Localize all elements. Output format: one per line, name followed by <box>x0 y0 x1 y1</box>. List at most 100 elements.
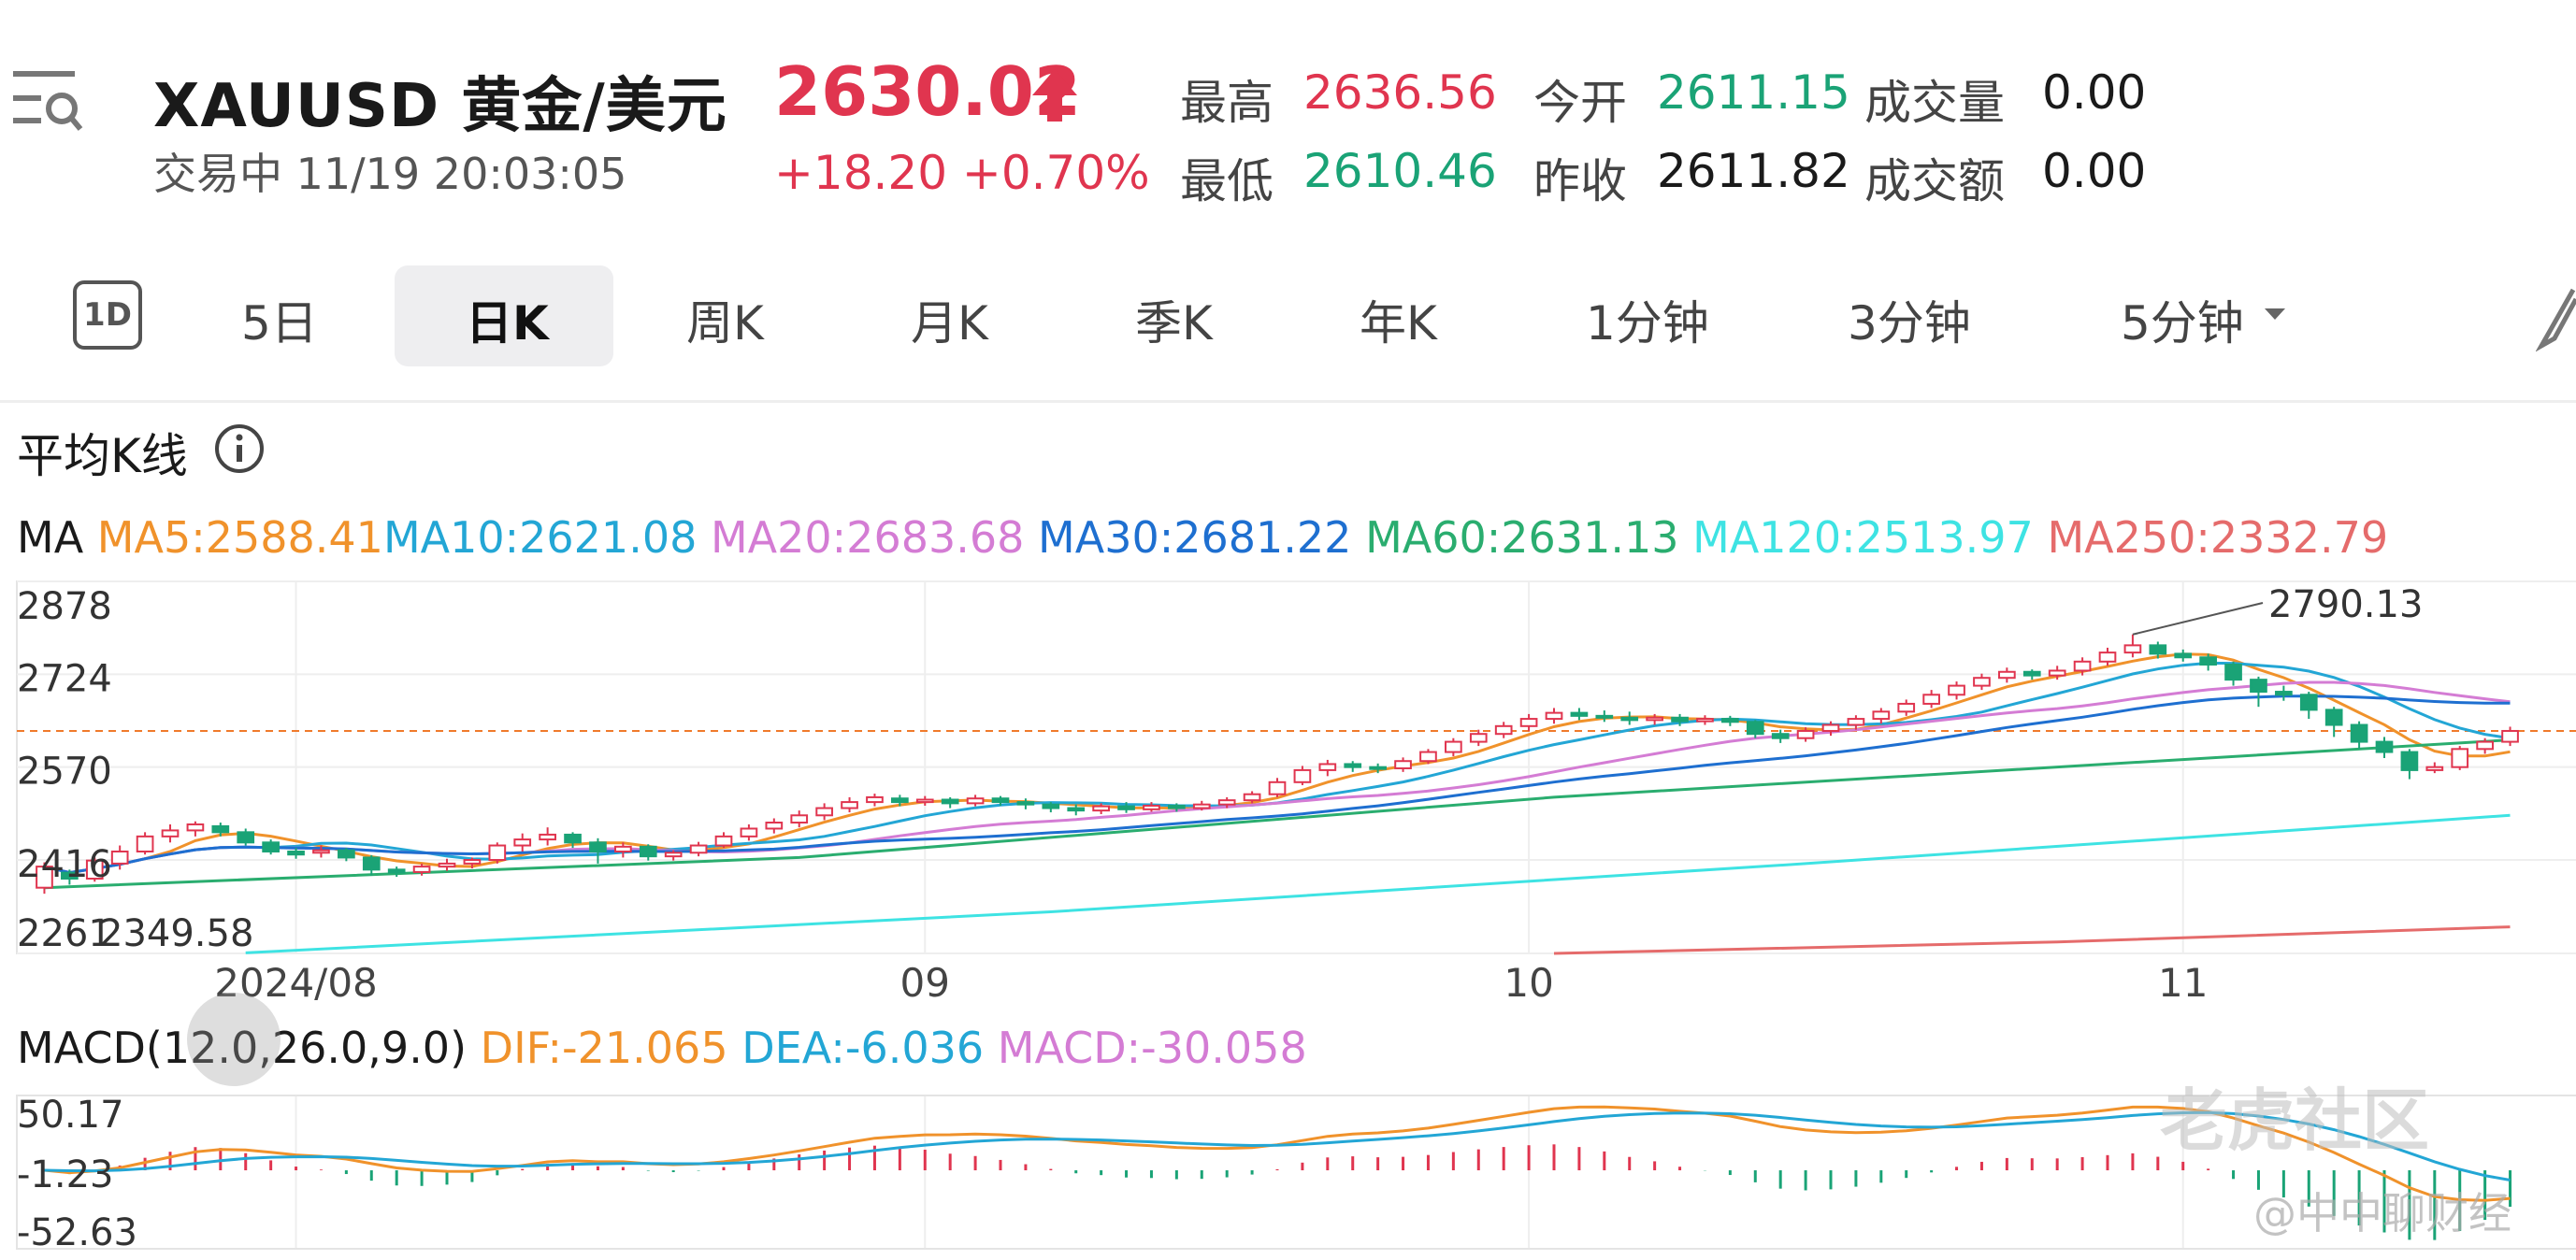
arrow-up-icon <box>1032 69 1077 122</box>
price-tick-label: 2261 <box>17 912 112 955</box>
candle <box>438 858 456 871</box>
candle <box>1872 708 1891 724</box>
open-value: 2611.15 <box>1657 65 1850 120</box>
candle-body <box>186 823 205 832</box>
candle-body <box>1973 677 1991 687</box>
tab-daily-k[interactable]: 日K <box>466 296 549 351</box>
tab-5day[interactable]: 5日 <box>241 296 318 351</box>
candle <box>1143 802 1160 812</box>
candle <box>765 818 784 834</box>
open-label: 今开 <box>1533 76 1627 130</box>
candle <box>36 862 53 895</box>
macd-tick-label: -1.23 <box>17 1153 114 1196</box>
caret-down-icon[interactable] <box>2263 305 2287 323</box>
tab-1d[interactable]: 1D <box>73 280 142 350</box>
dif-legend: DIF:-21.065 <box>480 1023 728 1073</box>
tab-1min[interactable]: 1分钟 <box>1586 296 1709 351</box>
tab-5min[interactable]: 5分钟 <box>2121 296 2244 351</box>
candle <box>412 863 431 876</box>
candle-body <box>2199 656 2217 666</box>
tab-quarterly-k[interactable]: 季K <box>1135 296 1213 351</box>
candle <box>1595 710 1614 723</box>
candle <box>1721 715 1739 726</box>
candle <box>287 848 305 859</box>
candle-body <box>262 841 280 852</box>
candle-body <box>1746 721 1764 736</box>
candle <box>1847 715 1865 730</box>
ma30-legend: MA30:2681.22 <box>1038 512 1352 563</box>
candle <box>1821 721 1840 737</box>
ma5-legend: MA5:2588.41 <box>96 512 383 563</box>
tab-yearly-k[interactable]: 年K <box>1360 296 1437 351</box>
candle <box>2400 749 2419 780</box>
macd-legend-prefix: MACD(12.0,26.0,9.0) <box>17 1023 468 1073</box>
candle-body <box>2224 664 2242 681</box>
candle <box>1746 720 1764 738</box>
candle <box>2022 669 2041 680</box>
candle-body <box>891 797 909 804</box>
candle <box>915 795 934 806</box>
dif-line <box>44 1105 2511 1202</box>
candle <box>2476 737 2494 754</box>
candle <box>1217 796 1236 809</box>
macd-tick-label: -52.63 <box>17 1211 137 1254</box>
kline-chart[interactable]: 2878 2724 2570 2416 2261 2024/08 09 10 11 2790.13… <box>0 561 2576 1260</box>
candle <box>539 827 556 846</box>
candle-body <box>36 866 53 889</box>
candle-body <box>1268 780 1287 795</box>
turnover-value: 0.00 <box>2042 144 2147 198</box>
pen-icon[interactable] <box>2536 280 2576 355</box>
candle <box>1570 708 1589 721</box>
candle <box>110 845 129 870</box>
volume-value: 0.00 <box>2042 65 2147 120</box>
prev-close-value: 2611.82 <box>1657 144 1850 198</box>
candle <box>815 803 833 821</box>
tab-3min[interactable]: 3分钟 <box>1848 296 1971 351</box>
candle <box>1696 715 1714 725</box>
active-tab-background <box>395 265 613 366</box>
menu-search-icon[interactable] <box>9 64 84 135</box>
candle-body <box>714 835 733 847</box>
candle <box>1671 713 1689 726</box>
candle <box>61 869 79 885</box>
candle-body <box>589 841 607 852</box>
candle-body <box>941 798 959 805</box>
candle-body <box>1042 803 1060 809</box>
macd-value-legend: MACD:-30.058 <box>997 1023 1307 1073</box>
candle <box>841 796 858 813</box>
candle <box>362 854 381 876</box>
candle <box>1445 737 1462 757</box>
candle <box>2350 721 2368 750</box>
candle-body <box>110 850 129 865</box>
low-value: 2610.46 <box>1303 144 1497 198</box>
candle-body <box>338 849 355 859</box>
candle-body <box>1620 716 1639 722</box>
candle <box>463 857 482 869</box>
price-tick-label: 2570 <box>17 751 112 794</box>
candle-body <box>2098 651 2117 663</box>
candle <box>1168 803 1186 812</box>
tab-weekly-k[interactable]: 周K <box>686 296 764 351</box>
candle-body <box>2149 644 2167 655</box>
tab-monthly-k[interactable]: 月K <box>911 296 988 351</box>
candle-body <box>463 859 482 865</box>
candle <box>1796 727 1815 742</box>
candle-body <box>1016 801 1035 806</box>
scroll-left-button[interactable] <box>187 993 281 1086</box>
candle-body <box>61 871 79 881</box>
candle-body <box>765 822 784 830</box>
candle <box>2451 746 2469 770</box>
info-icon[interactable] <box>213 422 266 475</box>
candle <box>2048 666 2066 680</box>
price-tick-label: 2878 <box>17 585 112 628</box>
candle <box>312 845 330 858</box>
author-watermark: @中中聊财经 <box>2253 1188 2511 1239</box>
high-value: 2636.56 <box>1303 65 1497 120</box>
candle-body <box>387 868 406 874</box>
candle <box>1469 729 1488 747</box>
ma-legend-prefix: MA <box>17 512 84 563</box>
candle-body <box>211 824 230 834</box>
watermark: 老虎社区 <box>2160 1081 2430 1160</box>
candle <box>85 857 104 882</box>
candle-body <box>1092 805 1110 812</box>
